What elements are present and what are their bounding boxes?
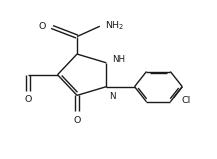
Text: O: O: [73, 116, 81, 125]
Text: NH: NH: [112, 55, 125, 64]
Text: O: O: [25, 95, 32, 104]
Text: N: N: [110, 92, 116, 101]
Text: O: O: [38, 22, 46, 31]
Text: NH$_2$: NH$_2$: [105, 19, 125, 32]
Text: Cl: Cl: [181, 96, 191, 105]
